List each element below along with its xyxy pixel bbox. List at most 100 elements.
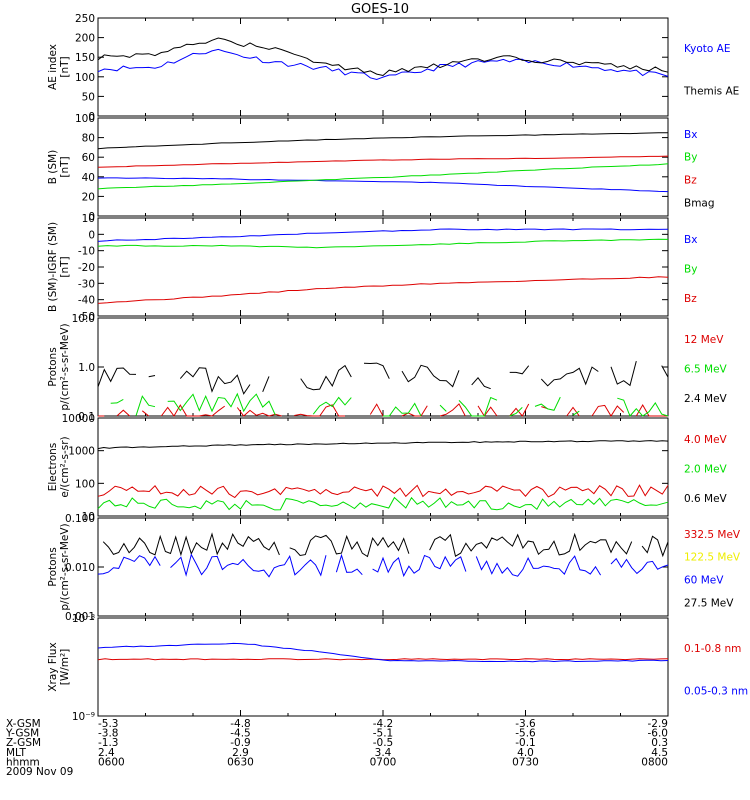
series-line	[170, 553, 327, 578]
series-line	[97, 496, 669, 511]
panel-electrons: 10000 1000 100 10 Electrons e/(cm²-s-sr) 4.0 M…	[47, 413, 728, 523]
y-tick-label: 0.1	[78, 411, 95, 423]
legend-0-6-mev: 0.6 MeV	[684, 493, 728, 505]
series-line	[641, 535, 669, 558]
panel-ae: 250 200 150 100 50 0 AE index [nT] Kyoto AE Themi…	[47, 13, 739, 123]
series-line	[509, 407, 523, 417]
y-axis-label: p/(cm²-s-sr-MeV)	[59, 523, 71, 610]
legend-6-5-mev: 6.5 MeV	[684, 363, 728, 375]
legend-bz: Bz	[684, 175, 697, 187]
y-tick-label: 10	[82, 213, 95, 225]
series-line	[369, 403, 390, 417]
series-line	[294, 404, 345, 417]
footer-value: -5.3	[98, 718, 119, 730]
series-line	[97, 276, 669, 304]
series-line	[167, 392, 276, 416]
panel-frame	[97, 217, 669, 317]
footer-value: -0.1	[515, 737, 536, 749]
y-tick-label: 0	[88, 111, 95, 123]
series-line	[401, 405, 428, 417]
y-tick-label: 40	[82, 172, 95, 184]
y-tick-label: 10⁻⁸	[72, 613, 95, 625]
legend-2-4-mev: 2.4 MeV	[684, 393, 728, 405]
footer-value: -3.8	[98, 728, 119, 740]
y-tick-label: 150	[75, 52, 95, 64]
panel-xray: 10⁻⁸ 10⁻⁹ Xray Flux [W/m²] 0.1-0.8 nm 0.05-0.…	[47, 613, 748, 723]
y-tick-label: 1000	[68, 446, 95, 458]
panel-frame	[97, 317, 669, 417]
series-line	[401, 364, 460, 388]
footer-label-x-gsm: X-GSM	[6, 718, 41, 730]
y-axis-label: AE index	[47, 44, 59, 90]
y-axis-label: e/(cm²-s-sr)	[59, 436, 71, 497]
legend-by: By	[684, 152, 697, 164]
y-tick-label: 250	[75, 13, 95, 25]
footer-value: -1.3	[98, 737, 119, 749]
series-line	[509, 403, 530, 417]
legend-27-5-mev: 27.5 MeV	[684, 597, 734, 609]
series-line	[534, 396, 561, 411]
footer-value: 0630	[227, 756, 254, 768]
series-line	[97, 484, 669, 499]
plot-title: GOES-10	[351, 2, 409, 17]
series-line	[363, 362, 390, 379]
y-tick-label: 20	[82, 191, 95, 203]
series-line	[97, 367, 137, 387]
series-line	[635, 403, 668, 417]
series-line	[617, 397, 669, 417]
series-line	[148, 375, 156, 378]
series-line	[610, 557, 669, 575]
y-axis-label: Protons	[47, 347, 59, 386]
series-line	[591, 404, 625, 417]
y-tick-label: 100	[75, 113, 95, 125]
footer-value: 0700	[370, 756, 397, 768]
footer-value: -4.8	[230, 718, 251, 730]
legend-4-0-mev: 4.0 MeV	[684, 434, 728, 446]
legend-kyoto-ae: Kyoto AE	[684, 43, 730, 55]
series-line	[509, 365, 530, 375]
y-tick-label: -40	[78, 295, 95, 307]
y-tick-label: 0.001	[65, 611, 95, 623]
legend-0-05-0-3-nm: 0.05-0.3 nm	[684, 685, 748, 697]
series-line	[97, 238, 669, 249]
series-line	[610, 360, 637, 387]
footer-value: -0.5	[373, 737, 394, 749]
footer-value: 2.4	[98, 747, 115, 759]
y-tick-label: 10.0	[72, 313, 95, 325]
series-line	[572, 410, 580, 416]
series-line	[116, 409, 131, 417]
series-line	[262, 376, 270, 392]
footer-date: 2009 Nov 09	[6, 766, 73, 778]
series-line	[160, 404, 225, 417]
y-tick-label: 60	[82, 152, 95, 164]
y-axis-label: [nT]	[59, 256, 71, 277]
y-axis-label: [nT]	[59, 56, 71, 77]
series-line	[97, 163, 669, 190]
legend-60-mev: 60 MeV	[684, 575, 724, 587]
footer-value: -5.6	[515, 728, 536, 740]
series-line	[97, 37, 669, 77]
y-axis-label: [nT]	[59, 156, 71, 177]
y-axis-label: B (SM)-IGRF (SM)	[47, 222, 59, 312]
series-line	[97, 48, 669, 81]
series-line	[289, 534, 410, 558]
y-tick-label: -50	[78, 311, 95, 323]
series-line	[475, 555, 602, 577]
y-tick-label: 10⁻⁹	[72, 711, 95, 723]
series-line	[383, 402, 422, 417]
footer-value: 0600	[98, 756, 125, 768]
y-axis-label: B (SM)	[47, 150, 59, 184]
legend-12-mev: 12 MeV	[684, 334, 724, 346]
series-line	[97, 642, 669, 663]
y-tick-label: 0.100	[65, 513, 95, 525]
panel-frame	[97, 117, 669, 217]
y-tick-label: 10000	[62, 413, 95, 425]
footer-value: 4.5	[651, 747, 668, 759]
panel-protons1: 10.0 1.0 0.1 Protons p/(cm²-s-sr-MeV) 12 MeV 6…	[47, 313, 728, 423]
series-line	[97, 177, 669, 193]
series-line	[141, 410, 150, 417]
footer-value: -4.2	[373, 718, 394, 730]
series-line	[135, 395, 156, 416]
